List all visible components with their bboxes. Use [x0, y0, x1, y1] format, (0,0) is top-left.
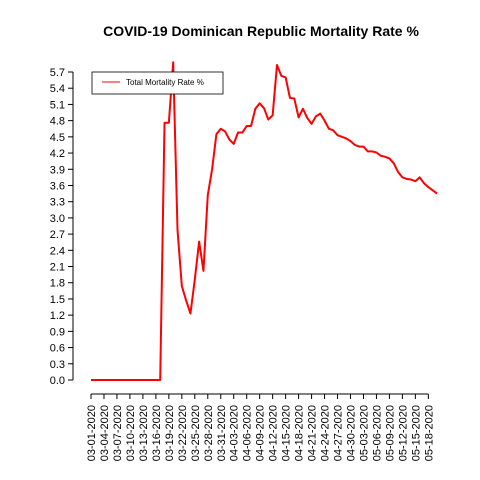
y-tick-label: 4.2: [50, 148, 65, 160]
x-tick-label: 04-21-2020: [307, 405, 319, 461]
x-tick-label: 03-07-2020: [112, 405, 124, 461]
legend: Total Mortality Rate %: [91, 71, 224, 95]
chart-title: COVID-19 Dominican Republic Mortality Ra…: [103, 23, 419, 39]
x-tick-label: 04-03-2020: [229, 405, 241, 461]
x-tick-label: 03-22-2020: [177, 405, 189, 461]
series-layer: [91, 61, 438, 381]
x-tick-label: 03-19-2020: [164, 405, 176, 461]
y-tick-label: 1.8: [50, 278, 65, 290]
y-tick-label: 0.0: [50, 375, 65, 387]
x-tick-label: 04-06-2020: [242, 405, 254, 461]
x-tick-label: 04-15-2020: [281, 405, 293, 461]
y-tick-label: 1.5: [50, 294, 65, 306]
x-tick-label: 03-10-2020: [125, 405, 137, 461]
x-tick-label: 03-16-2020: [151, 405, 163, 461]
x-tick-label: 04-12-2020: [268, 405, 280, 461]
y-tick-label: 3.0: [50, 213, 65, 225]
y-tick-label: 5.7: [50, 67, 65, 79]
x-tick-label: 04-27-2020: [333, 405, 345, 461]
legend-label: Total Mortality Rate %: [126, 78, 204, 87]
y-tick-label: 0.9: [50, 326, 65, 338]
y-tick-label: 5.1: [50, 99, 65, 111]
x-tick-label: 05-09-2020: [384, 405, 396, 461]
x-tick-label: 04-09-2020: [255, 405, 267, 461]
y-tick-label: 3.9: [50, 164, 65, 176]
x-tick-label: 05-03-2020: [358, 405, 370, 461]
x-tick-label: 03-31-2020: [216, 405, 228, 461]
series-line-total-mortality-rate: [91, 61, 438, 381]
x-tick-label: 04-18-2020: [294, 405, 306, 461]
x-tick-label: 04-30-2020: [346, 405, 358, 461]
x-tick-label: 03-01-2020: [86, 405, 98, 461]
y-tick-label: 4.8: [50, 116, 65, 128]
y-tick-label: 5.4: [50, 83, 65, 95]
y-tick-label: 1.2: [50, 310, 65, 322]
x-tick-label: 04-24-2020: [320, 405, 332, 461]
legend-box: [91, 71, 224, 95]
y-tick-label: 3.3: [50, 197, 65, 209]
x-tick-label: 03-04-2020: [99, 405, 111, 461]
x-tick-label: 05-18-2020: [423, 405, 435, 461]
x-axis: 03-01-2020 03-04-2020 03-07-2020 03-10-2020…: [86, 393, 435, 461]
x-tick-label: 03-13-2020: [138, 405, 150, 461]
y-tick-label: 3.6: [50, 180, 65, 192]
x-tick-label: 05-06-2020: [371, 405, 383, 461]
y-tick-label: 4.5: [50, 132, 65, 144]
y-tick-label: 2.1: [50, 262, 65, 274]
y-tick-label: 0.6: [50, 343, 65, 355]
x-tick-label: 03-25-2020: [190, 405, 202, 461]
x-tick-label: 03-28-2020: [203, 405, 215, 461]
x-tick-label: 05-12-2020: [397, 405, 409, 461]
y-tick-label: 2.7: [50, 229, 65, 241]
y-tick-label: 2.4: [50, 245, 65, 257]
y-axis: 0.0 0.3 0.6 0.9 1.2 1.5 1.8 2.1 2.4 2.7 3.0 3.3 3.6 3…: [50, 67, 74, 387]
x-tick-label: 05-15-2020: [410, 405, 422, 461]
y-tick-label: 0.3: [50, 359, 65, 371]
